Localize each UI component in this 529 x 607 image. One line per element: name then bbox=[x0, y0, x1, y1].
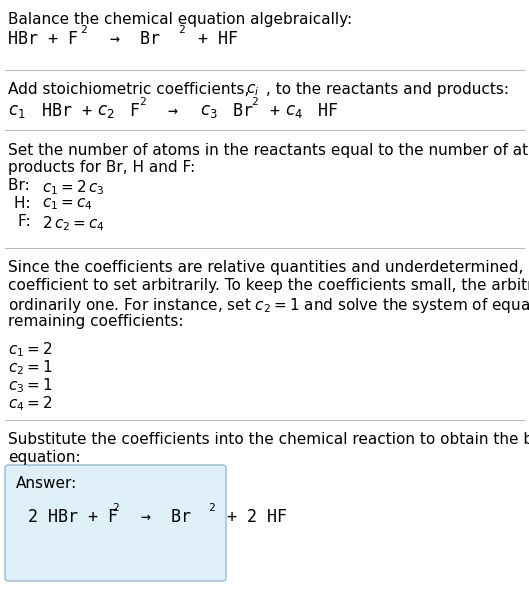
Text: equation:: equation: bbox=[8, 450, 80, 465]
Text: HBr + F: HBr + F bbox=[8, 30, 78, 48]
Text: $c_1$: $c_1$ bbox=[8, 102, 25, 120]
Text: Answer:: Answer: bbox=[16, 476, 77, 491]
Text: , to the reactants and products:: , to the reactants and products: bbox=[266, 82, 509, 97]
Text: $c_i$: $c_i$ bbox=[246, 82, 259, 98]
Text: 2: 2 bbox=[139, 97, 146, 107]
Text: Add stoichiometric coefficients,: Add stoichiometric coefficients, bbox=[8, 82, 254, 97]
Text: Br: Br bbox=[223, 102, 253, 120]
Text: H:: H: bbox=[14, 196, 35, 211]
Text: Since the coefficients are relative quantities and underdetermined, choose a: Since the coefficients are relative quan… bbox=[8, 260, 529, 275]
Text: $c_2 = 1$: $c_2 = 1$ bbox=[8, 358, 52, 377]
Text: ordinarily one. For instance, set $c_2 = 1$ and solve the system of equations fo: ordinarily one. For instance, set $c_2 =… bbox=[8, 296, 529, 315]
Text: $c_4$: $c_4$ bbox=[285, 102, 303, 120]
Text: $c_1 = 2$: $c_1 = 2$ bbox=[8, 340, 52, 359]
Text: F: F bbox=[120, 102, 140, 120]
Text: →  Br: → Br bbox=[90, 30, 160, 48]
Text: →: → bbox=[148, 102, 198, 120]
Text: Set the number of atoms in the reactants equal to the number of atoms in the: Set the number of atoms in the reactants… bbox=[8, 143, 529, 158]
Text: 2: 2 bbox=[251, 97, 258, 107]
Text: 2: 2 bbox=[178, 25, 185, 35]
Text: $2\,c_2 = c_4$: $2\,c_2 = c_4$ bbox=[42, 214, 105, 232]
Text: 2 HBr + F: 2 HBr + F bbox=[28, 508, 118, 526]
Text: + HF: + HF bbox=[188, 30, 238, 48]
FancyBboxPatch shape bbox=[5, 465, 226, 581]
Text: 2: 2 bbox=[112, 503, 118, 513]
Text: $c_1 = 2\,c_3$: $c_1 = 2\,c_3$ bbox=[42, 178, 105, 197]
Text: remaining coefficients:: remaining coefficients: bbox=[8, 314, 184, 329]
Text: $c_2$: $c_2$ bbox=[97, 102, 114, 120]
Text: F:: F: bbox=[18, 214, 35, 229]
Text: $c_3 = 1$: $c_3 = 1$ bbox=[8, 376, 52, 395]
Text: Balance the chemical equation algebraically:: Balance the chemical equation algebraica… bbox=[8, 12, 352, 27]
Text: $c_4 = 2$: $c_4 = 2$ bbox=[8, 394, 52, 413]
Text: products for Br, H and F:: products for Br, H and F: bbox=[8, 160, 195, 175]
Text: 2: 2 bbox=[80, 25, 87, 35]
Text: HF: HF bbox=[308, 102, 338, 120]
Text: +: + bbox=[260, 102, 290, 120]
Text: 2: 2 bbox=[208, 503, 215, 513]
Text: HBr +: HBr + bbox=[32, 102, 102, 120]
Text: →  Br: → Br bbox=[121, 508, 191, 526]
Text: Substitute the coefficients into the chemical reaction to obtain the balanced: Substitute the coefficients into the che… bbox=[8, 432, 529, 447]
Text: coefficient to set arbitrarily. To keep the coefficients small, the arbitrary va: coefficient to set arbitrarily. To keep … bbox=[8, 278, 529, 293]
Text: + 2 HF: + 2 HF bbox=[217, 508, 287, 526]
Text: Br:: Br: bbox=[8, 178, 34, 193]
Text: $c_1 = c_4$: $c_1 = c_4$ bbox=[42, 196, 93, 212]
Text: $c_3$: $c_3$ bbox=[200, 102, 217, 120]
